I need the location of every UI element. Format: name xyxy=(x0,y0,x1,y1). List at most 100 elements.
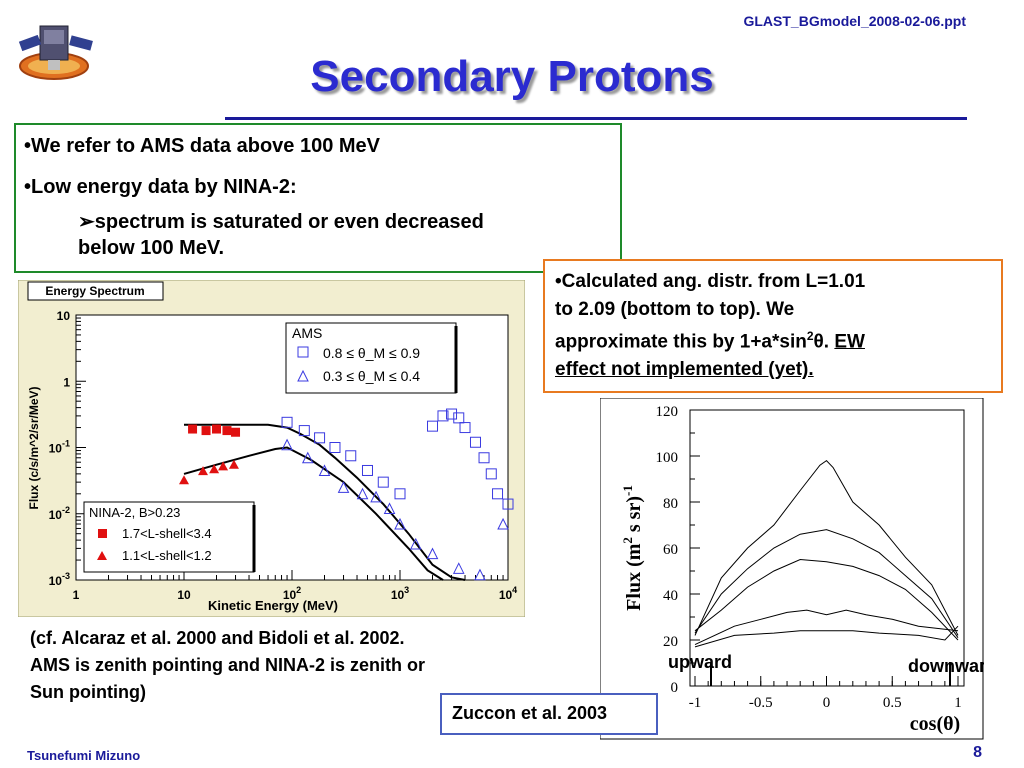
spectrum-y-label: Flux (c/s/m^2/sr/MeV) xyxy=(27,386,41,509)
ang-curve xyxy=(694,558,959,641)
ams-square-point xyxy=(394,488,406,500)
ams-square-point xyxy=(329,442,341,453)
ang-y-label-a: Flux (m xyxy=(623,543,645,611)
nina-triangle-point xyxy=(228,459,239,469)
nina-square-point xyxy=(188,424,198,434)
reference-box: Zuccon et al. 2003 xyxy=(440,693,658,735)
ams-square-point xyxy=(281,416,293,428)
ang-y-tick-label: 120 xyxy=(656,404,679,420)
ams-triangle-point xyxy=(383,502,396,515)
ams-triangle-point xyxy=(318,464,331,476)
ams-triangle-point xyxy=(426,547,439,560)
ang-y-tick-label: 0 xyxy=(671,680,679,696)
legend-triangle-icon xyxy=(297,369,309,382)
ang-y-tick-label: 40 xyxy=(663,588,678,604)
legend-ams: AMS 0.8 ≤ θ_M ≤ 0.9 0.3 ≤ θ_M ≤ 0.4 xyxy=(285,322,458,394)
reference-text: Zuccon et al. 2003 xyxy=(452,703,608,723)
nina-square-point xyxy=(222,426,232,436)
nina-square-point xyxy=(231,427,241,437)
ams-square-point xyxy=(446,408,458,420)
ang-curve xyxy=(694,609,959,646)
ams-square-point xyxy=(314,432,326,444)
ams-square-point xyxy=(485,468,497,480)
y-tick-label: 10 xyxy=(57,309,71,323)
ams-triangle-point xyxy=(301,451,314,464)
ams-triangle-point xyxy=(452,562,465,574)
ang-y-tick-label: 20 xyxy=(663,634,678,650)
ams-square-point xyxy=(427,420,439,432)
ams-square-point xyxy=(361,464,373,476)
spectrum-points xyxy=(179,408,514,581)
angular-distribution-chart: 0 20 40 60 80 100 120 -1 -0.5 0 0.5 1 Flux (m2 s sr… xyxy=(600,398,984,740)
arrow-bullet-icon: ➢ xyxy=(78,211,95,233)
legend-nina-entry-2: 1.1<L-shell<1.2 xyxy=(122,548,212,563)
ams-triangle-point xyxy=(394,517,406,530)
slide-title: Secondary Protons xyxy=(310,52,714,101)
ang-x-tick-label: 1 xyxy=(954,695,962,711)
caption-line-2: AMS is zenith pointing and NINA-2 is zen… xyxy=(30,655,425,675)
ang-y-label-b: s sr) xyxy=(623,496,645,537)
ams-square-point xyxy=(502,498,514,510)
ams-square-point xyxy=(459,422,471,434)
ams-square-point xyxy=(469,436,481,448)
ams-square-point xyxy=(377,476,389,488)
nina-square-point xyxy=(212,424,222,434)
downward-label: downward xyxy=(908,656,984,676)
y-tick-label: 1 xyxy=(63,375,70,389)
ams-square-point xyxy=(345,450,357,462)
ang-y-label-sup1: 2 xyxy=(620,537,635,544)
ang-y-label-sup2: -1 xyxy=(620,485,635,496)
note-theta: θ. xyxy=(813,331,835,353)
bullet-nina: •Low energy data by NINA-2: xyxy=(24,176,297,198)
ang-y-label: Flux (m2 s sr)-1 xyxy=(620,485,645,611)
bullet-box: •We refer to AMS data above 100 MeV •Low… xyxy=(14,123,622,273)
ang-x-tick-label: -0.5 xyxy=(749,695,773,711)
model-curve xyxy=(184,423,466,581)
ang-y-tick-label: 100 xyxy=(656,450,679,466)
nina-triangle-point xyxy=(218,461,229,471)
ams-triangle-point xyxy=(497,517,509,530)
ams-square-point xyxy=(478,452,490,464)
ams-triangle-point xyxy=(356,487,369,500)
bullet-nina-text: Low energy data by NINA-2: xyxy=(31,176,297,198)
sub-bullet-cont: below 100 MeV. xyxy=(78,237,224,259)
legend-ams-title: AMS xyxy=(292,325,322,341)
ams-square-point xyxy=(437,410,449,422)
page-number: 8 xyxy=(973,744,982,761)
caption-line-3: Sun pointing) xyxy=(30,682,146,702)
legend-ams-entry-1: 0.8 ≤ θ_M ≤ 0.9 xyxy=(323,345,420,361)
ang-y-tick-label: 60 xyxy=(663,542,678,558)
energy-spectrum-chart: Energy Spectrum 1 10 102 103 10410110-110-21… xyxy=(18,280,525,617)
ang-curve xyxy=(694,625,959,648)
legend-filled-triangle-icon xyxy=(97,551,107,560)
ang-y-tick-label: 80 xyxy=(663,496,678,512)
ang-curve xyxy=(694,459,959,636)
nina-square-point xyxy=(201,426,211,436)
ams-square-point xyxy=(492,488,504,500)
ang-x-tick-label: 0.5 xyxy=(883,695,902,711)
note-line-2: to 2.09 (bottom to top). We xyxy=(555,299,795,320)
panel-label-box xyxy=(27,281,164,301)
spectrum-x-label: Kinetic Energy (MeV) xyxy=(208,598,338,613)
ams-triangle-point xyxy=(474,568,486,581)
upward-label: upward xyxy=(668,652,732,672)
sub-bullet: ➢spectrum is saturated or even decreased xyxy=(78,209,484,234)
x-tick-label: 1 xyxy=(73,588,80,602)
ang-curve xyxy=(694,529,959,638)
note-line-3-text: approximate this by 1+a*sin xyxy=(555,331,807,353)
nina-triangle-point xyxy=(209,464,220,474)
legend-ams-entry-2: 0.3 ≤ θ_M ≤ 0.4 xyxy=(323,368,420,384)
ang-x-tick-label: -1 xyxy=(689,695,702,711)
legend-nina-entry-1: 1.7<L-shell<3.4 xyxy=(122,526,212,541)
note-line-4: effect not implemented (yet). xyxy=(555,359,814,380)
sub-bullet-text: spectrum is saturated or even decreased xyxy=(94,211,484,233)
note-line-1: •Calculated ang. distr. from L=1.01 xyxy=(555,271,866,292)
citation-caption: (cf. Alcaraz et al. 2000 and Bidoli et a… xyxy=(30,628,550,708)
ams-triangle-point xyxy=(409,537,422,550)
ang-curves xyxy=(694,459,959,648)
ams-triangle-point xyxy=(281,438,293,451)
nina-triangle-point xyxy=(198,466,209,476)
glast-logo xyxy=(18,25,93,80)
bullet-ams-text: We refer to AMS data above 100 MeV xyxy=(31,135,381,157)
